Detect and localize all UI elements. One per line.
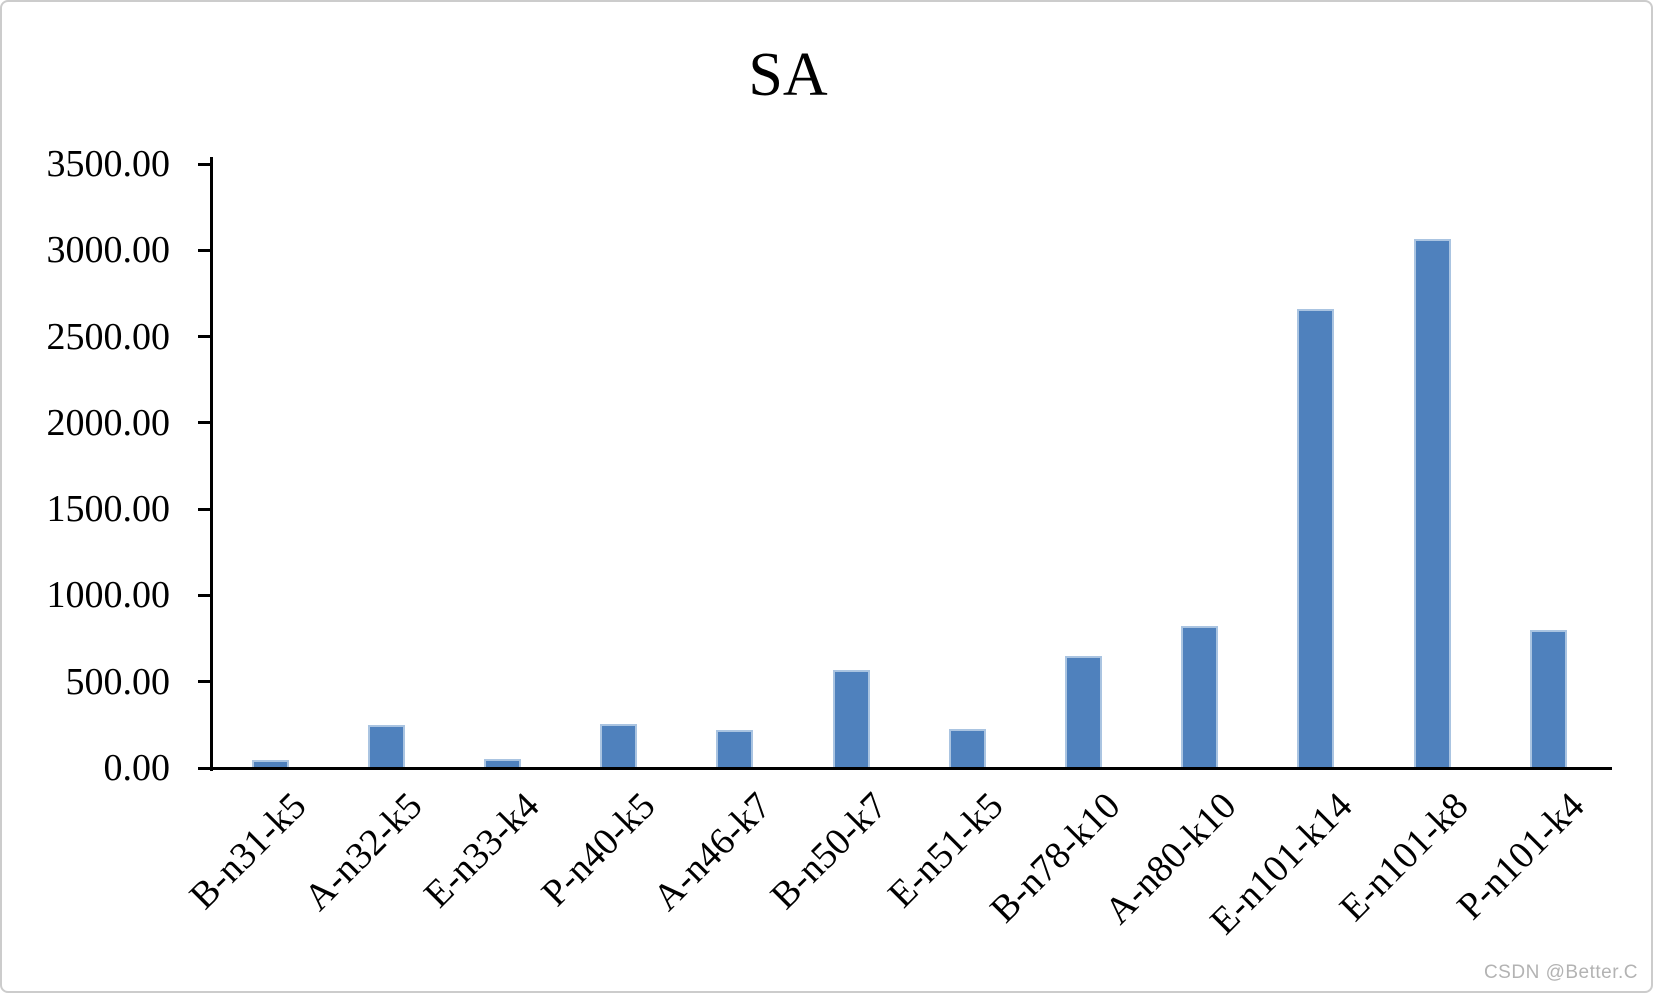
bar-P-n40-k5 [600,723,638,768]
y-axis-tick-label: 2500.00 [46,315,171,358]
y-axis-tick-label: 3500.00 [46,143,171,185]
bar-E-n51-k5 [948,728,986,768]
y-axis-tick-label: 1500.00 [46,488,171,531]
bar-E-n33-k4 [484,759,521,768]
y-axis-tick-label: 3000.00 [46,229,171,272]
x-axis-line [210,766,1612,770]
chart-title: SA [748,41,828,109]
bar-B-n31-k5 [251,759,289,768]
y-axis-tick [198,680,210,684]
y-axis-tick-label: 500.00 [65,660,171,703]
bar-E-n101-k14 [1297,308,1335,768]
y-axis-tick [198,421,210,425]
bar-E-n101-k8 [1413,239,1451,768]
y-axis-tick [198,593,210,597]
y-axis-tick [198,248,210,252]
y-axis-tick-label: 1000.00 [46,574,171,617]
y-axis-line [210,157,213,771]
bar-B-n78-k10 [1065,656,1102,768]
bar-P-n101-k4 [1529,630,1567,768]
y-axis-tick [198,162,210,166]
y-axis-tick [198,766,210,770]
y-axis-tick-label: 2000.00 [46,401,171,444]
y-axis-tick [198,335,210,339]
watermark: CSDN @Better.C [1483,962,1638,983]
bar-A-n80-k10 [1181,626,1219,768]
bar-B-n50-k7 [832,669,870,768]
bar-A-n32-k5 [367,725,405,768]
y-axis-tick [198,507,210,511]
y-axis-tick-label: 0.00 [103,747,171,789]
bar-A-n46-k7 [716,729,754,768]
